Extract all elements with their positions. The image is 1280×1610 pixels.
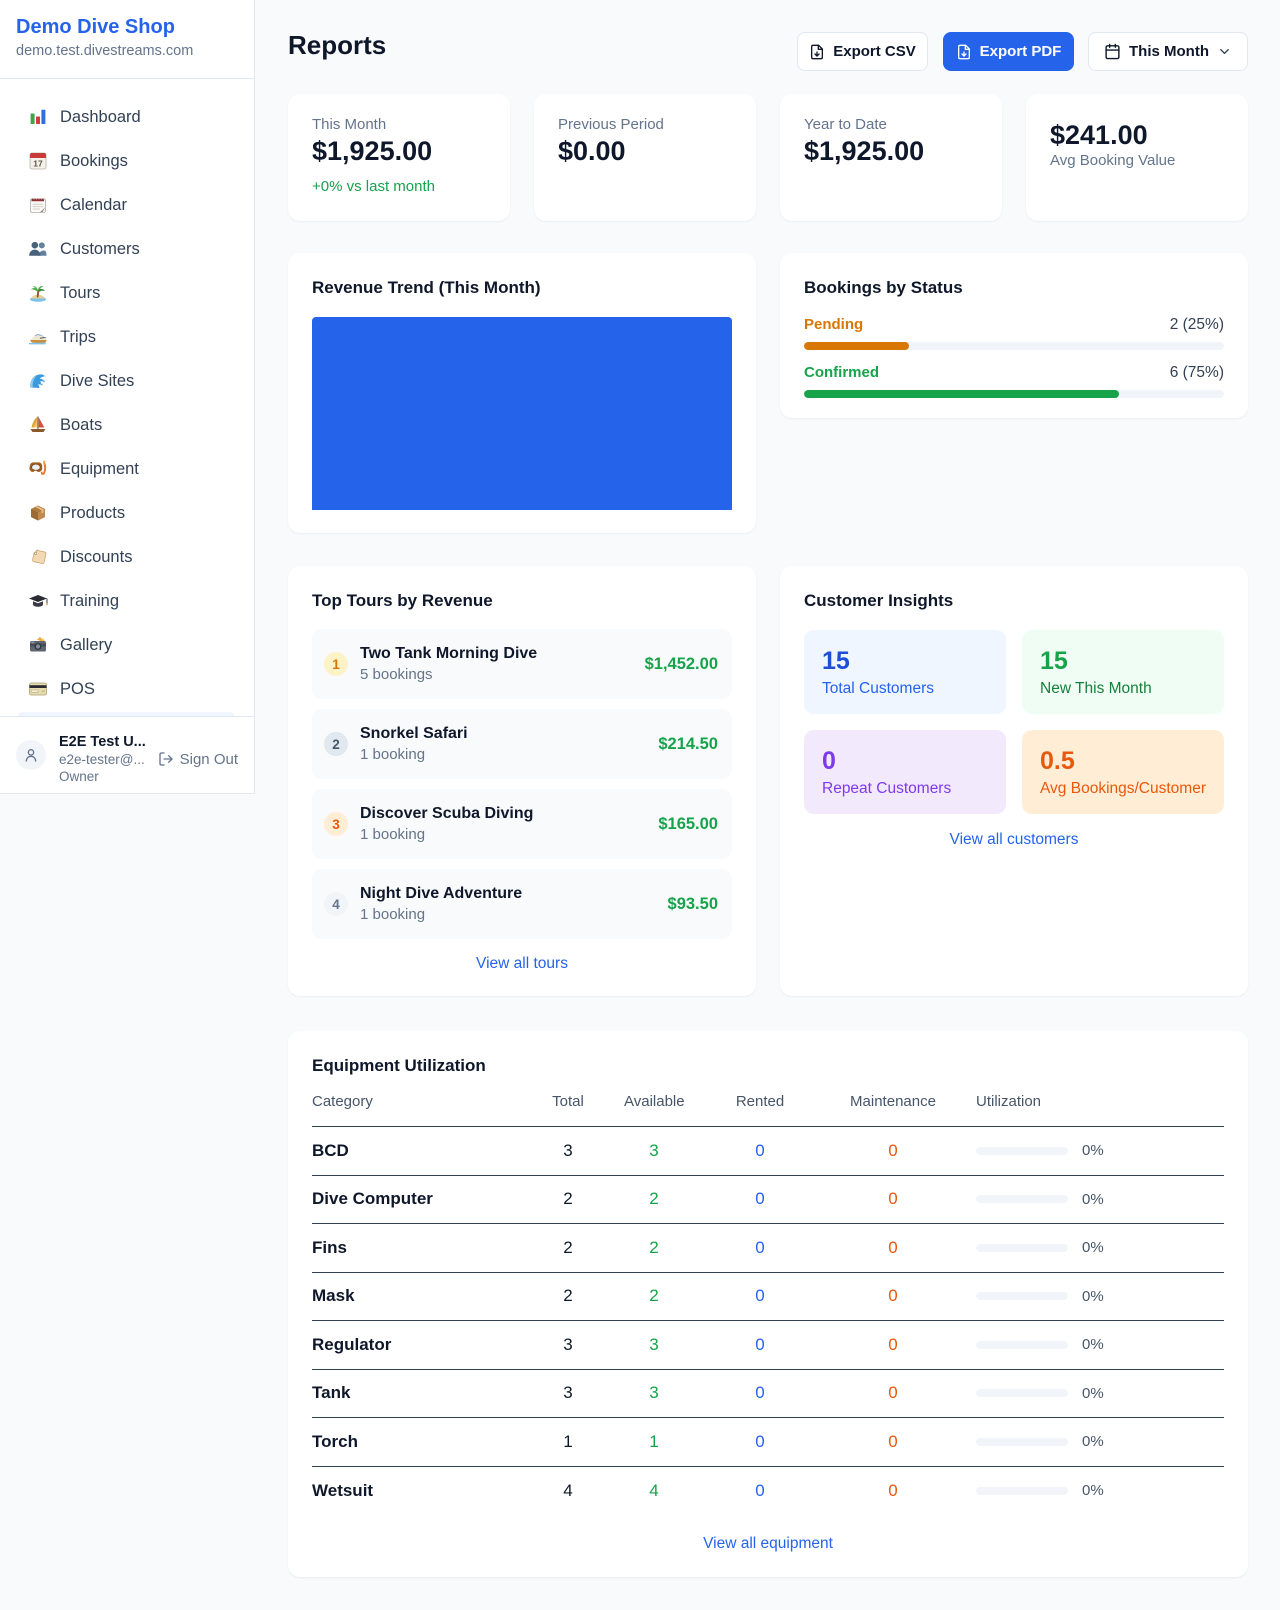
svg-text:17: 17: [33, 159, 43, 169]
